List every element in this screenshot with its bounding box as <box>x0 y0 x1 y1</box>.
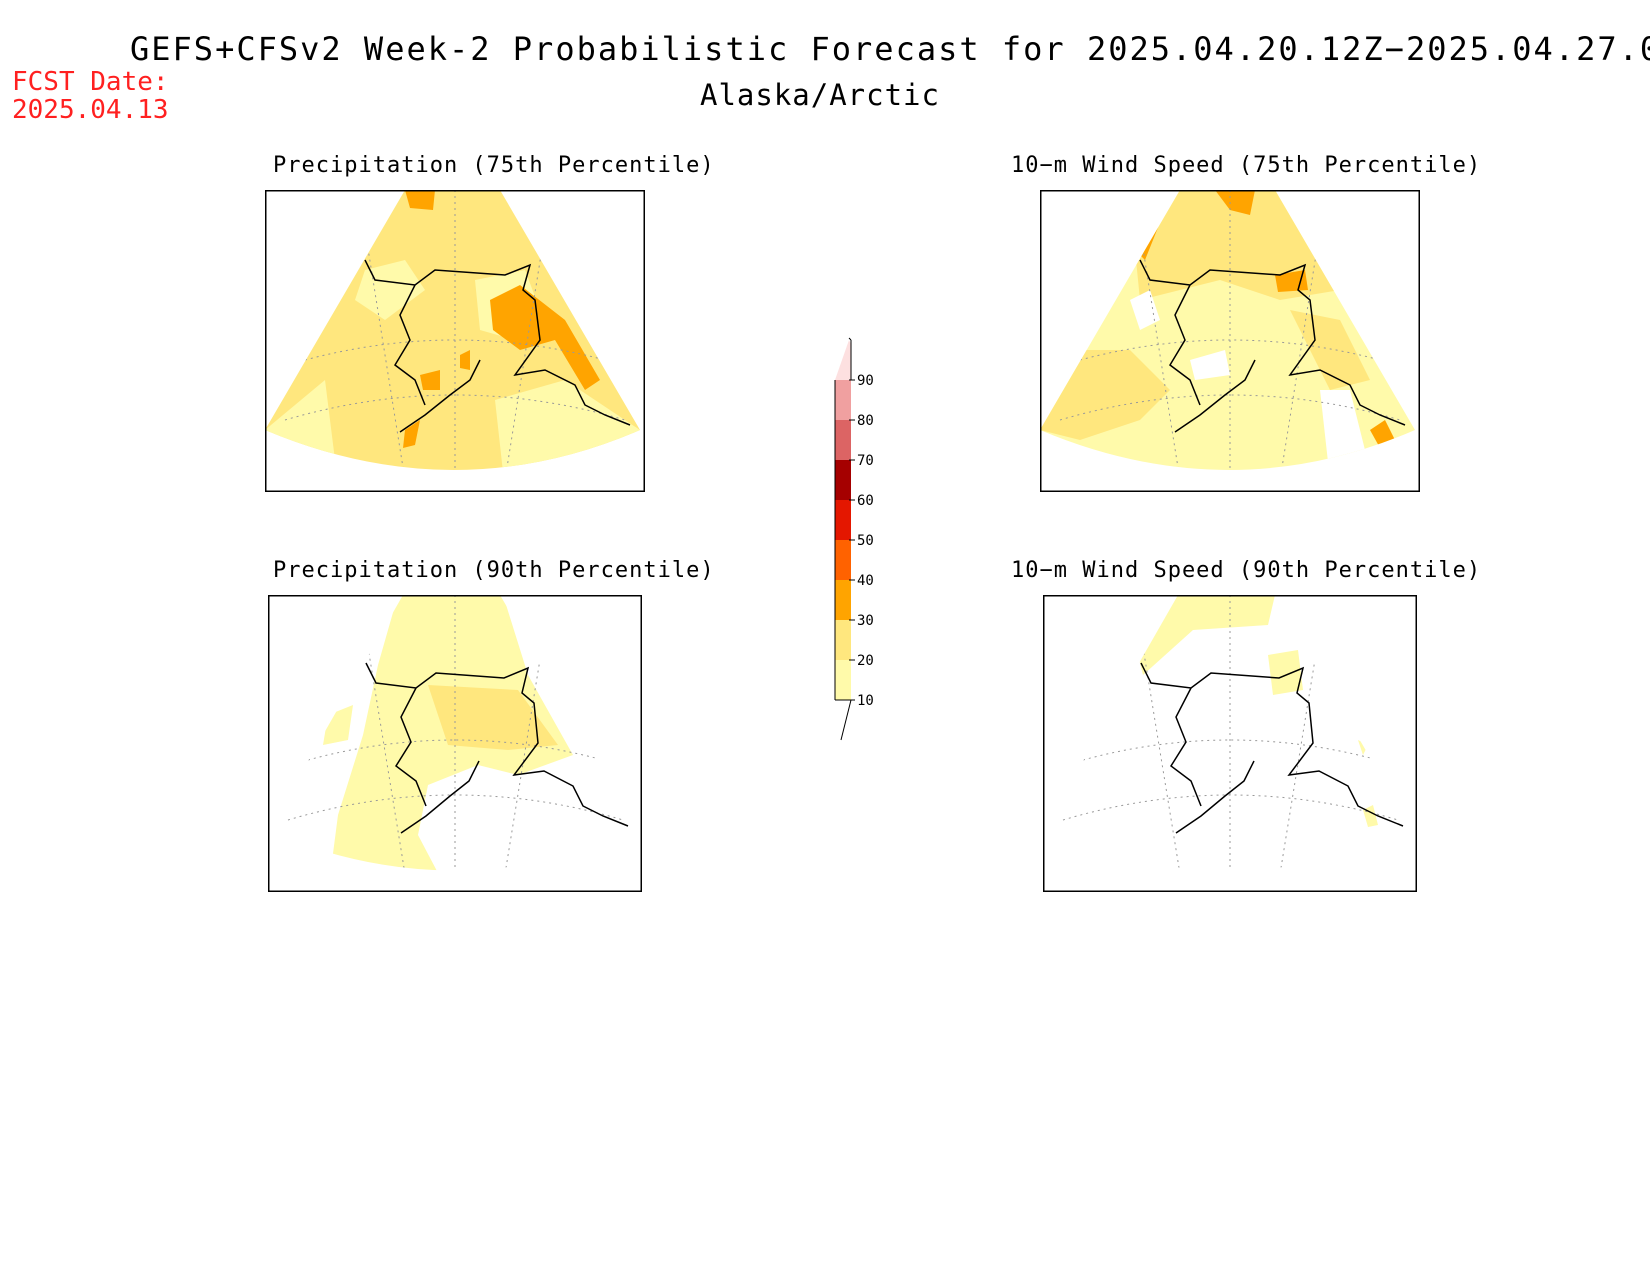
prob-shading-10-20 <box>1138 595 1275 675</box>
prob-shading-30-40 <box>405 190 435 210</box>
colorbar: 10 20 30 40 50 60 70 80 90 <box>834 337 874 741</box>
prob-shading-20-30 <box>1135 190 1340 300</box>
panel-title-precip-75: Precipitation (75th Percentile) <box>273 153 715 178</box>
map-wind-90 <box>1043 595 1417 892</box>
colorbar-tick-label: 60 <box>857 493 874 509</box>
colorbar-swatch-20-30 <box>835 620 851 660</box>
prob-shading-10-20 <box>265 380 335 460</box>
graticule <box>1062 595 1399 871</box>
colorbar-swatch-90plus <box>835 340 851 380</box>
forecast-date: FCST Date: 2025.04.13 <box>12 68 169 124</box>
coastline <box>364 259 631 433</box>
no-shading <box>1190 350 1230 380</box>
map-frame <box>1040 190 1420 492</box>
coastline <box>365 662 629 834</box>
colorbar-tick-label: 20 <box>857 653 874 669</box>
map-precip-90 <box>268 595 642 892</box>
forecast-date-value: 2025.04.13 <box>12 95 169 125</box>
colorbar-swatch-80-90 <box>835 380 851 420</box>
colorbar-tick-label: 10 <box>857 693 874 709</box>
colorbar-tick-label: 30 <box>857 613 874 629</box>
colorbar-tick-label: 50 <box>857 533 874 549</box>
colorbar-upper-extension <box>848 337 852 380</box>
colorbar-swatch-70-80 <box>835 420 851 460</box>
prob-shading-30-40 <box>460 350 470 370</box>
prob-shading-20-30 <box>428 685 558 750</box>
coastline <box>1139 259 1406 433</box>
prob-shading-30-40 <box>1215 190 1255 215</box>
map-frame <box>268 595 642 892</box>
forecast-date-label: FCST Date: <box>12 67 169 97</box>
graticule <box>287 595 624 871</box>
colorbar-tick-label: 80 <box>857 413 874 429</box>
prob-shading-30-40 <box>403 420 420 448</box>
panel-title-wind-90: 10−m Wind Speed (90th Percentile) <box>1011 558 1482 583</box>
chart-title: GEFS+CFSv2 Week-2 Probabilistic Forecast… <box>130 30 1650 68</box>
map-frame <box>1043 595 1417 892</box>
colorbar-tick-label: 70 <box>857 453 874 469</box>
region-subtitle: Alaska/Arctic <box>700 78 940 112</box>
prob-shading-20-30 <box>1290 310 1370 390</box>
panel-title-precip-90: Precipitation (90th Percentile) <box>273 558 715 583</box>
coastline <box>1140 662 1404 834</box>
colorbar-tick-label: 90 <box>857 373 874 389</box>
map-frame <box>265 190 645 492</box>
map-precip-75 <box>265 190 645 492</box>
panel-title-wind-75: 10−m Wind Speed (75th Percentile) <box>1011 153 1482 178</box>
map-wind-75 <box>1040 190 1420 492</box>
no-shading <box>1130 290 1160 330</box>
colorbar-swatch-30-40 <box>835 580 851 620</box>
prob-shading-30-40 <box>420 370 440 390</box>
colorbar-lower-extension <box>835 699 852 741</box>
colorbar-tick-label: 40 <box>857 573 874 589</box>
prob-shading-30-40 <box>490 285 600 390</box>
colorbar-swatch-40-50 <box>835 540 851 580</box>
colorbar-swatch-10-20 <box>835 660 851 700</box>
colorbar-swatch-50-60 <box>835 500 851 540</box>
prob-shading-10-20 <box>1268 650 1303 695</box>
colorbar-swatch-60-70 <box>835 460 851 500</box>
